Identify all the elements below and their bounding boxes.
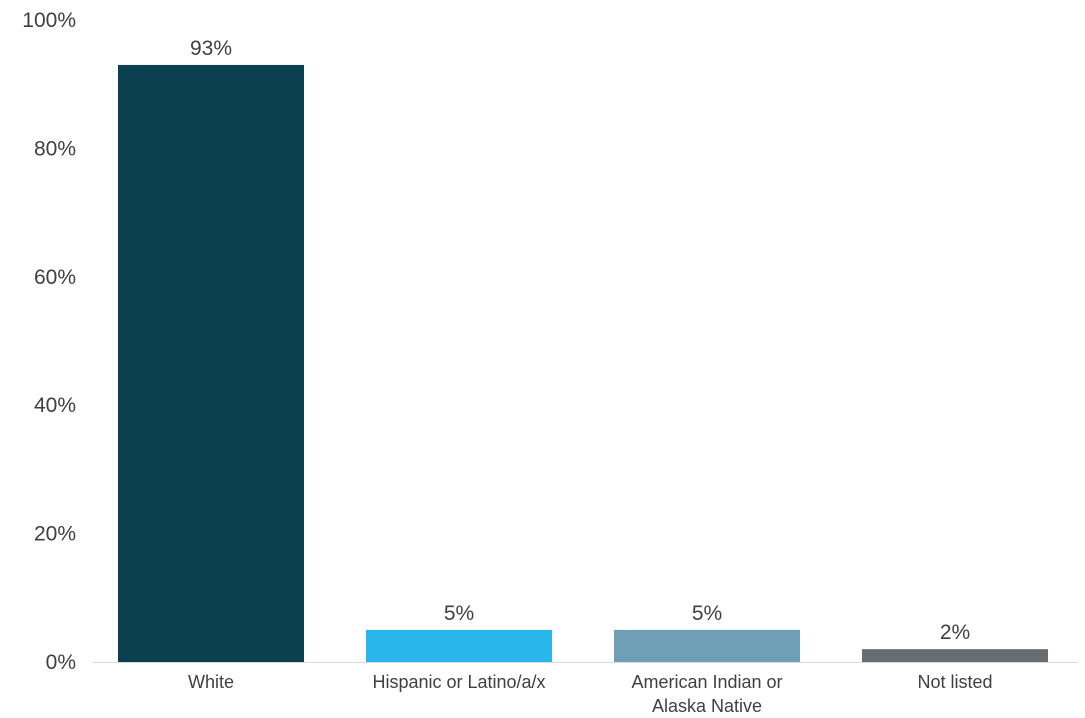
bar [862,649,1048,662]
y-tick-label: 40% [34,394,76,417]
bar [366,629,552,662]
data-label: 2% [940,621,970,644]
y-axis: 0% 20% 40% 60% 80% 100% [22,9,76,674]
bars [118,64,1048,662]
y-tick-label: 100% [22,9,76,32]
y-tick-label: 80% [34,137,76,160]
y-tick-label: 20% [34,523,76,546]
bar [118,64,304,662]
data-labels: 93% 5% 5% 2% [190,37,970,644]
x-tick-label: White [188,672,234,692]
y-tick-label: 60% [34,266,76,289]
x-axis: White Hispanic or Latino/a/x American Indi… [188,672,993,716]
x-tick-label: American Indian or Alaska Native [631,672,782,716]
data-label: 5% [692,602,722,625]
x-tick-label: Not listed [917,672,992,692]
x-tick-label: Hispanic or Latino/a/x [372,672,545,692]
y-tick-label: 0% [46,651,76,674]
data-label: 93% [190,37,232,60]
bar [614,629,800,662]
data-label: 5% [444,602,474,625]
